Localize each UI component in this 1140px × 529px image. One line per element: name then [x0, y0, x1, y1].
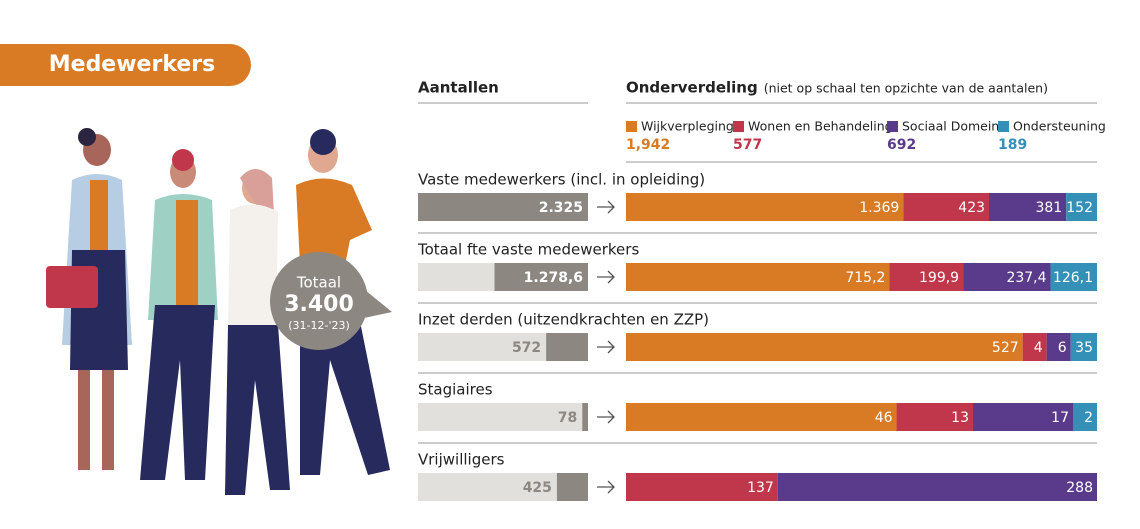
segment-label: 137	[747, 480, 774, 496]
badge-date: (31-12-'23)	[288, 319, 350, 332]
legend-total: 692	[887, 137, 916, 153]
row-label: Inzet derden (uitzendkrachten en ZZP)	[418, 311, 709, 329]
arrow	[597, 480, 615, 494]
segment-label: 1.369	[859, 200, 899, 216]
segment	[626, 403, 897, 431]
illustration	[46, 128, 390, 495]
legend-total: 1,942	[626, 137, 670, 153]
legend-label: Sociaal Domein	[902, 119, 999, 134]
arrow	[597, 340, 615, 354]
segment-label: 17	[1051, 410, 1069, 426]
segment	[963, 263, 1051, 291]
right-title: Onderverdeling	[626, 79, 758, 97]
segment	[1073, 403, 1097, 431]
legend-label: Wonen en Behandeling	[748, 119, 893, 134]
right-note: (niet op schaal ten opzichte van de aant…	[764, 81, 1048, 96]
amount-label: 425	[523, 480, 552, 496]
legend-total: 577	[733, 137, 762, 153]
segment	[1050, 263, 1097, 291]
segment-label: 527	[992, 340, 1019, 356]
segment-label: 13	[951, 410, 969, 426]
arrow	[597, 200, 615, 214]
amount-bar	[582, 403, 588, 431]
row-label: Vrijwilligers	[418, 451, 505, 469]
segment	[1066, 193, 1097, 221]
segment	[903, 193, 990, 221]
amount-label: 78	[558, 410, 577, 426]
segment	[1046, 333, 1071, 361]
legend-total: 189	[998, 137, 1027, 153]
arrow	[597, 410, 615, 424]
amount-label: 2.325	[539, 200, 583, 216]
legend-label: Wijkverpleging	[641, 119, 734, 134]
badge-circle	[270, 252, 368, 350]
segment-label: 46	[875, 410, 893, 426]
legend-label: Ondersteuning	[1013, 119, 1106, 134]
amount-label: 1.278,6	[524, 270, 583, 286]
amount-label: 572	[512, 340, 541, 356]
segment-label: 423	[958, 200, 985, 216]
title-pill	[0, 44, 251, 86]
legend-swatch	[626, 121, 637, 132]
segment	[973, 403, 1073, 431]
segment-label: 126,1	[1053, 270, 1093, 286]
segment	[1070, 333, 1097, 361]
segment-label: 35	[1075, 340, 1093, 356]
segment	[1022, 333, 1047, 361]
segment-label: 715,2	[845, 270, 885, 286]
segment	[626, 473, 778, 501]
segment-label: 237,4	[1006, 270, 1046, 286]
amount-bar	[546, 333, 588, 361]
legend-swatch	[998, 121, 1009, 132]
row-label: Vaste medewerkers (incl. in opleiding)	[418, 171, 705, 189]
amount-bar	[494, 263, 588, 291]
segment-label: 381	[1035, 200, 1062, 216]
segment-label: 152	[1066, 200, 1093, 216]
arrow	[597, 270, 615, 284]
segment-label: 2	[1084, 410, 1093, 426]
amount-bar	[556, 473, 588, 501]
badge-label: Totaal	[296, 274, 341, 292]
total-badge: Totaal 3.400 (31-12-'23)	[270, 252, 392, 350]
legend-swatch	[887, 121, 898, 132]
badge-value: 3.400	[284, 292, 354, 317]
badge-pointer	[364, 290, 392, 318]
segment-label: 6	[1058, 340, 1067, 356]
row-label: Stagiaires	[418, 381, 493, 399]
segment-label: 4	[1034, 340, 1043, 356]
amount-bar	[418, 193, 588, 221]
left-title: Aantallen	[418, 79, 499, 97]
segment-label: 288	[1066, 480, 1093, 496]
bar-track	[418, 403, 588, 431]
segment	[896, 403, 974, 431]
segment	[777, 473, 1097, 501]
segment	[989, 193, 1067, 221]
page-title: Medewerkers	[49, 52, 215, 77]
row-label: Totaal fte vaste medewerkers	[417, 241, 639, 259]
segment	[626, 193, 904, 221]
segment	[626, 263, 890, 291]
legend-swatch	[733, 121, 744, 132]
segment	[889, 263, 964, 291]
segment-label: 199,9	[919, 270, 959, 286]
segment	[626, 333, 1023, 361]
